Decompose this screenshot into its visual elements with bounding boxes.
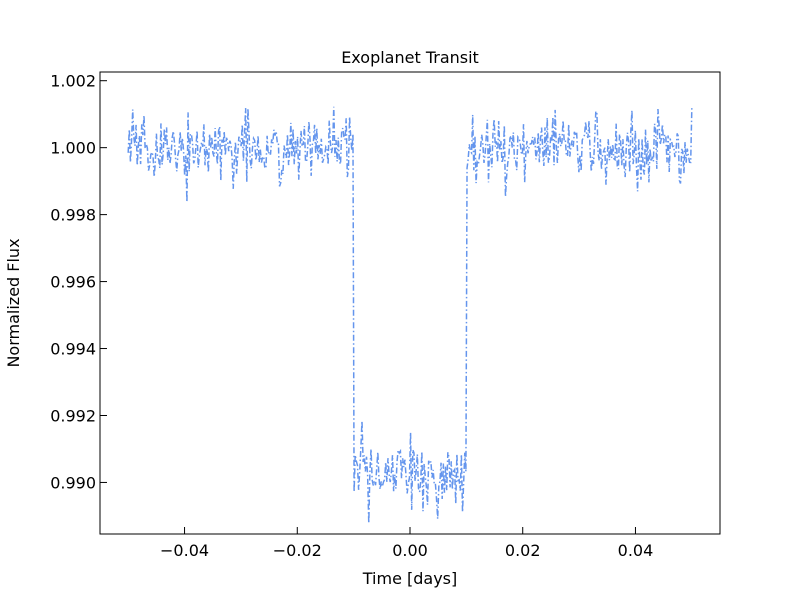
x-tick-label: −0.02: [273, 541, 322, 560]
x-tick-label: 0.02: [505, 541, 541, 560]
flux-series-line: [127, 106, 693, 524]
y-tick-label: 0.998: [50, 206, 96, 225]
y-tick-label: 0.992: [50, 406, 96, 425]
x-tick-label: 0.04: [618, 541, 654, 560]
y-axis-label: Normalized Flux: [4, 238, 23, 367]
y-tick-label: 0.990: [50, 473, 96, 492]
chart-title: Exoplanet Transit: [341, 48, 479, 67]
x-axis-label: Time [days]: [362, 569, 458, 588]
y-tick-label: 0.994: [50, 340, 96, 359]
y-tick-label: 1.002: [50, 72, 96, 91]
y-axis-ticks: 0.990 0.992 0.994 0.996 0.998 1.000 1.002: [50, 72, 107, 492]
x-axis-ticks: −0.04 −0.02 0.00 0.02 0.04: [160, 527, 653, 560]
x-tick-label: 0.00: [392, 541, 428, 560]
y-tick-label: 0.996: [50, 273, 96, 292]
y-tick-label: 1.000: [50, 139, 96, 158]
plot-area: [127, 106, 693, 524]
x-tick-label: −0.04: [160, 541, 209, 560]
